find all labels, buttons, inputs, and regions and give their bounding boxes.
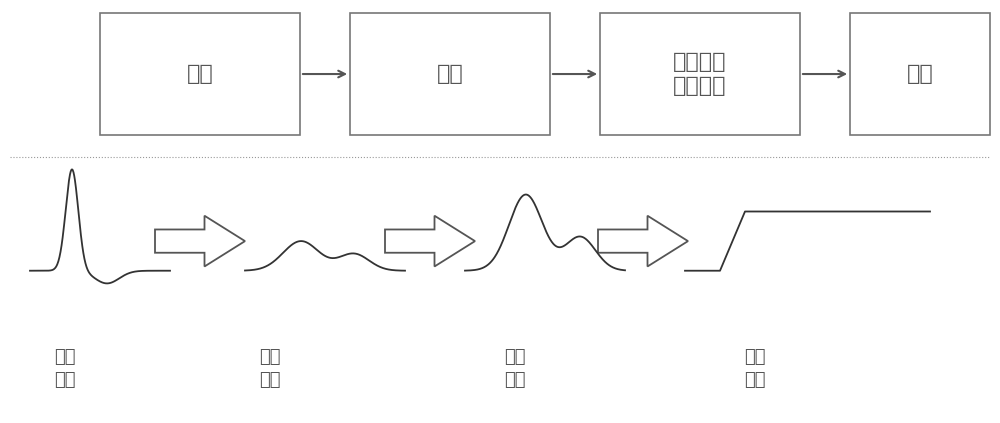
Bar bbox=[100, 13, 300, 135]
Text: 展宽
波形: 展宽 波形 bbox=[259, 348, 281, 389]
Text: 展宽: 展宽 bbox=[187, 64, 213, 84]
Text: 放大
波形: 放大 波形 bbox=[504, 348, 526, 389]
Text: 多次脉冲
峰值保持: 多次脉冲 峰值保持 bbox=[673, 52, 727, 96]
Polygon shape bbox=[385, 216, 475, 266]
Bar bbox=[350, 13, 550, 135]
Polygon shape bbox=[155, 216, 245, 266]
Bar bbox=[850, 13, 990, 135]
Text: 原始
波形: 原始 波形 bbox=[54, 348, 76, 389]
Text: 峰值
保持: 峰值 保持 bbox=[744, 348, 766, 389]
Bar bbox=[600, 13, 800, 135]
Polygon shape bbox=[598, 216, 688, 266]
Text: 放大: 放大 bbox=[437, 64, 463, 84]
Text: 采样: 采样 bbox=[907, 64, 933, 84]
